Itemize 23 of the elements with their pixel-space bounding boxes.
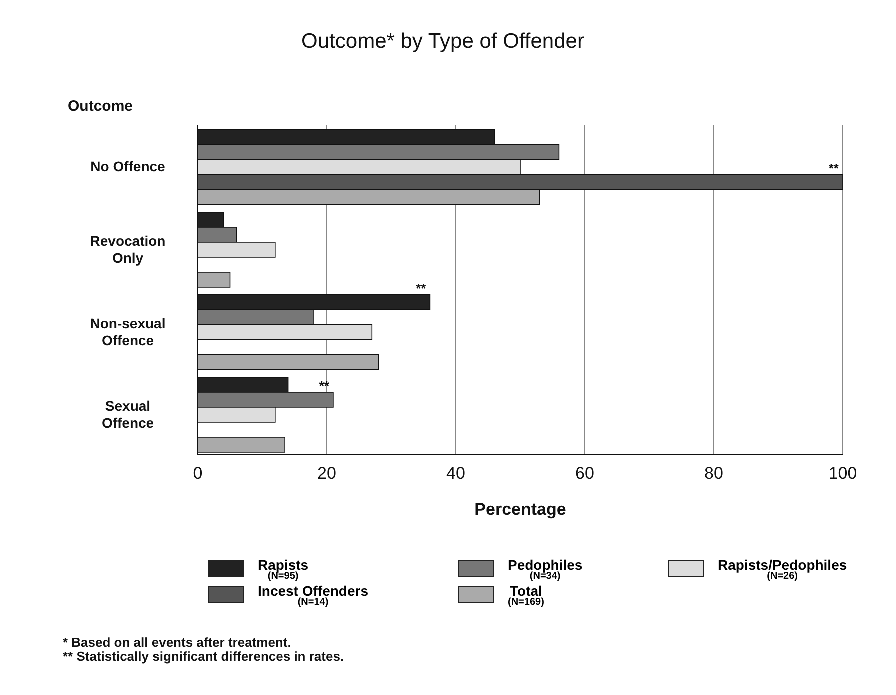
legend-label: Pedophiles (N=34)	[508, 557, 583, 582]
x-tick-label: 40	[446, 464, 466, 484]
legend-label: Incest Offenders (N=14)	[258, 583, 368, 608]
y-tick-label: Sexual Offence	[102, 398, 154, 431]
data-label: **	[828, 160, 840, 176]
chart-title: Outcome* by Type of Offender	[300, 29, 586, 54]
legend-label: Rapists/Pedophiles (N=26)	[718, 557, 848, 582]
y-axis-title: Outcome	[68, 98, 134, 115]
x-axis-title: Percentage	[474, 500, 566, 519]
y-tick-label: Revocation Only	[90, 232, 166, 266]
legend-label: Total (N=169)	[508, 583, 544, 608]
legend-label: Rapists (N=95)	[258, 557, 309, 582]
y-tick-label: No Offence	[90, 158, 166, 174]
x-tick-label: 60	[576, 464, 594, 484]
text: * Based on all events after treatment.	[63, 635, 292, 650]
y-tick-label: Non-sexual Offence	[90, 315, 166, 348]
data-label: **	[416, 280, 428, 296]
x-tick-label: 20	[318, 464, 336, 484]
x-tick-label: 0	[193, 464, 203, 484]
text: ** Statistically significant differences in rates.	[63, 649, 344, 665]
x-tick-label: 80	[704, 464, 724, 484]
data-label: **	[319, 378, 330, 394]
x-tick-label: 100	[828, 464, 858, 484]
